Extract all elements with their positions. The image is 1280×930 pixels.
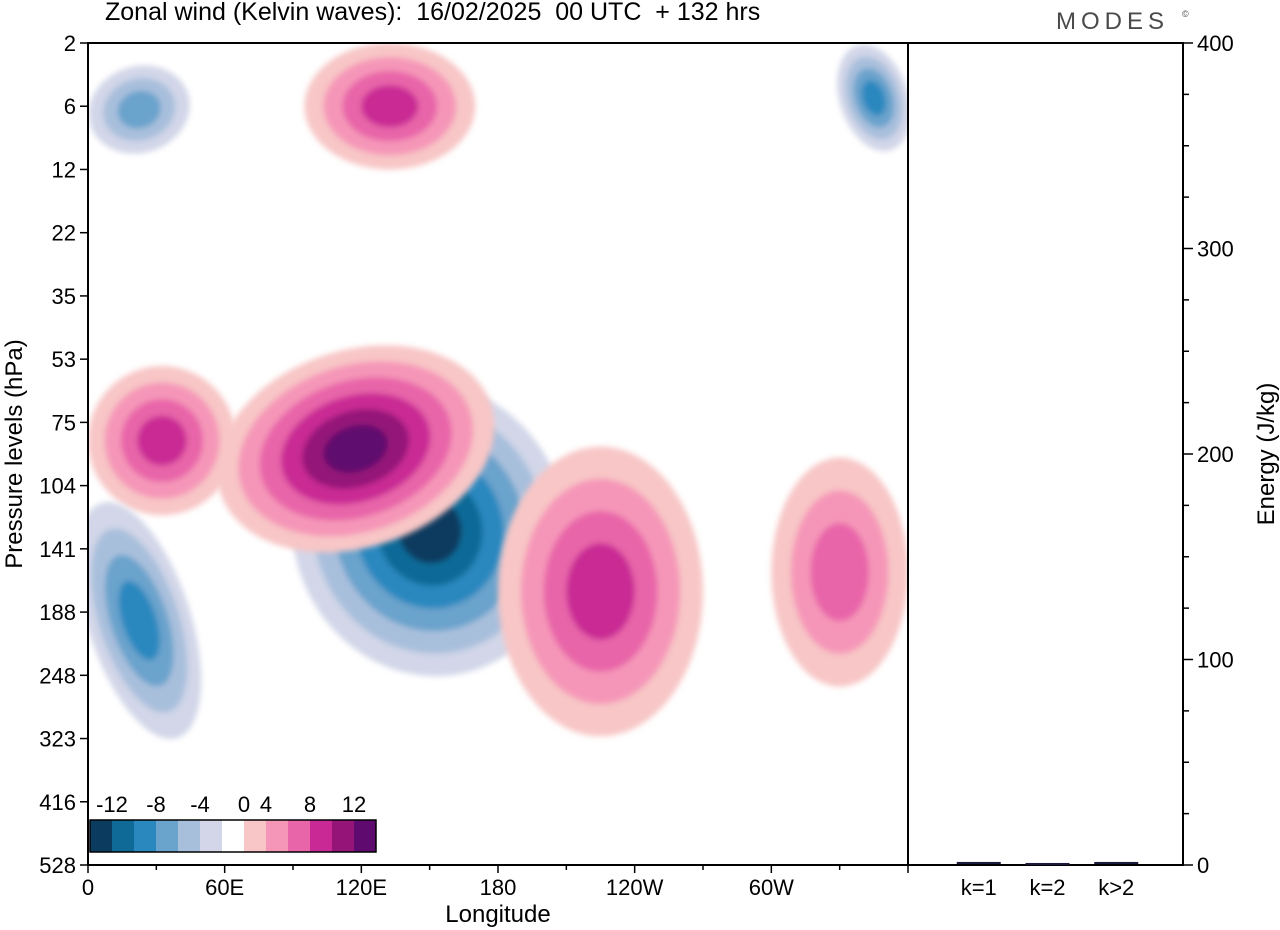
pressure-tick-label: 12 bbox=[52, 157, 76, 182]
pressure-tick-label: 35 bbox=[52, 284, 76, 309]
pressure-tick-label: 323 bbox=[39, 727, 76, 752]
energy-bar bbox=[1094, 861, 1139, 864]
colorbar-tick-label: -8 bbox=[146, 792, 166, 817]
energy-bars: k=1 k=2 k>2 bbox=[956, 861, 1139, 900]
longitude-tick-label: 0 bbox=[82, 875, 94, 900]
energy-tick-label: 100 bbox=[1197, 648, 1234, 673]
brand-copyright-mark: © bbox=[1182, 9, 1189, 19]
colorbar-swatch bbox=[178, 820, 200, 852]
colorbar-swatch bbox=[222, 820, 244, 852]
heatmap-contour-band bbox=[117, 90, 161, 129]
heatmap-feature-positive bbox=[88, 365, 237, 516]
heatmap-contour-band bbox=[810, 523, 869, 622]
longitude-axis: 0 60E 120E 180 120W 60W bbox=[82, 865, 909, 900]
energy-bar bbox=[956, 861, 1001, 864]
colorbar-swatch bbox=[112, 820, 134, 852]
colorbar-tick-label: 0 bbox=[238, 792, 250, 817]
energy-axis: 0 100 200 300 400 bbox=[1183, 31, 1234, 878]
colorbar-swatch bbox=[90, 820, 112, 852]
heatmap-feature-positive bbox=[304, 43, 476, 170]
colorbar-tick-label: 12 bbox=[342, 792, 366, 817]
energy-tick-label: 300 bbox=[1197, 237, 1234, 262]
longitude-tick-label: 120E bbox=[336, 875, 387, 900]
heatmap-feature-positive bbox=[771, 457, 908, 687]
colorbar-swatch bbox=[310, 820, 332, 852]
heatmap-feature-negative bbox=[837, 44, 908, 152]
colorbar-legend: -12 -8 -4 4 8 12 0 bbox=[89, 792, 377, 853]
energy-tick-label: 0 bbox=[1197, 853, 1209, 878]
energy-tick-label: 200 bbox=[1197, 442, 1234, 467]
heatmap-feature-positive bbox=[216, 345, 495, 553]
colorbar-swatch bbox=[266, 820, 288, 852]
pressure-tick-label: 188 bbox=[39, 600, 76, 625]
energy-bar bbox=[1025, 862, 1070, 865]
pressure-tick-label: 141 bbox=[39, 537, 76, 562]
colorbar-swatch bbox=[134, 820, 156, 852]
energy-plot-frame bbox=[907, 42, 1184, 866]
energy-axis-title: Energy (J/kg) bbox=[1253, 383, 1280, 526]
pressure-tick-label: 416 bbox=[39, 790, 76, 815]
longitude-tick-label: 120W bbox=[606, 875, 664, 900]
longitude-tick-label: 60W bbox=[749, 875, 794, 900]
colorbar-frame bbox=[89, 819, 377, 853]
colorbar-swatch bbox=[354, 820, 376, 852]
pressure-tick-label: 53 bbox=[52, 347, 76, 372]
colorbar-tick-label: -4 bbox=[190, 792, 210, 817]
chart-title: Zonal wind (Kelvin waves): 16/02/2025 00… bbox=[105, 0, 761, 26]
heatmap-contour-band bbox=[137, 415, 187, 466]
colorbar-swatch bbox=[288, 820, 310, 852]
heatmap-contour-band bbox=[361, 85, 419, 128]
pressure-tick-label: 22 bbox=[52, 221, 76, 246]
heatmap-contour-band bbox=[861, 80, 887, 116]
colorbar-swatch bbox=[200, 820, 222, 852]
pressure-tick-label: 104 bbox=[39, 474, 76, 499]
pressure-tick-label: 248 bbox=[39, 663, 76, 688]
colorbar-swatch bbox=[156, 820, 178, 852]
longitude-tick-label: 180 bbox=[480, 875, 517, 900]
heatmap-feature-negative bbox=[88, 65, 190, 154]
pressure-tick-label: 2 bbox=[64, 31, 76, 56]
x-axis-title: Longitude bbox=[445, 901, 550, 928]
brand-logo: MODES bbox=[1056, 8, 1170, 35]
colorbar-tick-label: -12 bbox=[96, 792, 128, 817]
pressure-tick-label: 528 bbox=[39, 853, 76, 878]
energy-category-label: k=1 bbox=[961, 875, 997, 900]
heatmap-field bbox=[88, 43, 908, 739]
y-axis-title: Pressure levels (hPa) bbox=[1, 339, 28, 568]
heatmap-contour-band bbox=[323, 424, 388, 473]
pressure-axis: 2 6 12 22 35 53 75 104 141 188 248 323 416 528 bbox=[39, 31, 88, 878]
colorbar-swatch bbox=[244, 820, 266, 852]
colorbar-tick-label: 4 bbox=[260, 792, 272, 817]
energy-tick-label: 400 bbox=[1197, 31, 1234, 56]
energy-category-label: k>2 bbox=[1098, 875, 1134, 900]
heatmap-feature-negative bbox=[88, 502, 202, 739]
pressure-tick-label: 6 bbox=[64, 94, 76, 119]
colorbar-swatch bbox=[332, 820, 354, 852]
heatmap-feature-positive bbox=[498, 446, 703, 737]
pressure-tick-label: 75 bbox=[52, 410, 76, 435]
energy-category-label: k=2 bbox=[1029, 875, 1065, 900]
longitude-tick-label: 60E bbox=[205, 875, 244, 900]
colorbar-tick-label: 8 bbox=[304, 792, 316, 817]
heatmap-contour-band bbox=[566, 543, 635, 640]
heatmap-contour-band bbox=[118, 581, 160, 661]
